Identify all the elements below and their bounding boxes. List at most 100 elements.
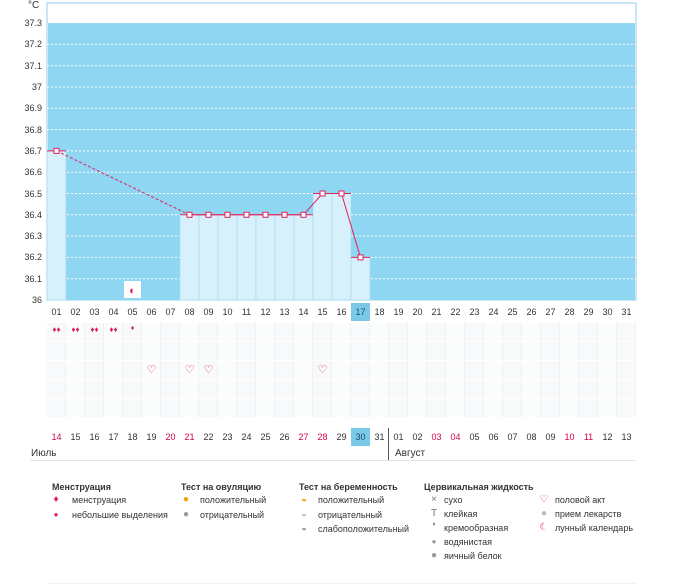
marker-cell[interactable] <box>294 342 313 360</box>
marker-cell[interactable] <box>66 342 85 360</box>
marker-cell[interactable] <box>617 380 636 398</box>
marker-cell[interactable] <box>313 380 332 398</box>
marker-cell[interactable] <box>389 342 408 360</box>
marker-cell[interactable] <box>579 361 598 379</box>
marker-cell[interactable] <box>332 399 351 417</box>
marker-cell[interactable] <box>503 361 522 379</box>
marker-cell[interactable] <box>560 342 579 360</box>
marker-cell[interactable] <box>522 399 541 417</box>
marker-cell[interactable] <box>218 361 237 379</box>
marker-cell[interactable] <box>370 342 389 360</box>
marker-cell[interactable] <box>161 342 180 360</box>
marker-cell[interactable] <box>541 380 560 398</box>
marker-cell[interactable] <box>104 399 123 417</box>
marker-cell[interactable] <box>199 380 218 398</box>
marker-cell[interactable] <box>598 361 617 379</box>
marker-cell[interactable] <box>237 361 256 379</box>
marker-cell[interactable] <box>161 399 180 417</box>
cycle-day[interactable]: 05 <box>127 307 138 317</box>
marker-cell[interactable] <box>313 399 332 417</box>
marker-cell[interactable] <box>123 399 142 417</box>
marker-cell[interactable] <box>503 342 522 360</box>
cycle-day[interactable]: 20 <box>412 307 423 317</box>
marker-cell[interactable] <box>427 361 446 379</box>
cycle-day[interactable]: 14 <box>298 307 309 317</box>
marker-cell[interactable] <box>370 380 389 398</box>
calendar-date[interactable]: 08 <box>526 432 537 442</box>
cycle-day[interactable]: 21 <box>431 307 442 317</box>
marker-cell[interactable] <box>294 323 313 341</box>
marker-cell[interactable] <box>503 399 522 417</box>
marker-cell[interactable] <box>66 323 85 341</box>
marker-cell[interactable] <box>275 342 294 360</box>
calendar-date[interactable]: 09 <box>545 432 556 442</box>
calendar-date[interactable]: 12 <box>602 432 613 442</box>
marker-cell[interactable] <box>465 323 484 341</box>
calendar-date[interactable]: 17 <box>108 432 119 442</box>
cycle-day[interactable]: 03 <box>89 307 100 317</box>
cycle-day[interactable]: 18 <box>374 307 385 317</box>
marker-cell[interactable] <box>465 399 484 417</box>
calendar-date[interactable]: 19 <box>146 432 157 442</box>
marker-cell[interactable] <box>313 342 332 360</box>
marker-cell[interactable] <box>541 361 560 379</box>
marker-cell[interactable] <box>484 342 503 360</box>
marker-cell[interactable] <box>408 342 427 360</box>
cycle-day[interactable]: 25 <box>507 307 518 317</box>
marker-cell[interactable] <box>294 380 313 398</box>
marker-cell[interactable] <box>370 323 389 341</box>
calendar-date[interactable]: 22 <box>203 432 214 442</box>
cycle-day[interactable]: 09 <box>203 307 214 317</box>
marker-cell[interactable] <box>123 361 142 379</box>
marker-cell[interactable] <box>351 323 370 341</box>
calendar-date[interactable]: 01 <box>393 432 404 442</box>
marker-cell[interactable] <box>332 361 351 379</box>
marker-cell[interactable] <box>47 380 66 398</box>
marker-cell[interactable] <box>161 380 180 398</box>
marker-cell[interactable] <box>560 399 579 417</box>
marker-cell[interactable] <box>427 323 446 341</box>
marker-cell[interactable] <box>313 323 332 341</box>
calendar-date[interactable]: 23 <box>222 432 233 442</box>
calendar-date[interactable]: 05 <box>469 432 480 442</box>
marker-cell[interactable] <box>446 399 465 417</box>
marker-cell[interactable] <box>237 342 256 360</box>
marker-cell[interactable] <box>446 323 465 341</box>
marker-cell[interactable] <box>85 361 104 379</box>
cycle-day[interactable]: 22 <box>450 307 461 317</box>
marker-cell[interactable] <box>294 361 313 379</box>
cycle-day[interactable]: 08 <box>184 307 195 317</box>
marker-cell[interactable] <box>465 342 484 360</box>
marker-cell[interactable] <box>85 323 104 341</box>
calendar-date[interactable]: 16 <box>89 432 100 442</box>
marker-cell[interactable] <box>180 323 199 341</box>
marker-cell[interactable] <box>256 399 275 417</box>
marker-cell[interactable] <box>389 399 408 417</box>
marker-cell[interactable] <box>47 323 66 341</box>
marker-cell[interactable] <box>142 323 161 341</box>
calendar-date[interactable]: 07 <box>507 432 518 442</box>
cycle-day[interactable]: 30 <box>602 307 613 317</box>
marker-cell[interactable] <box>275 380 294 398</box>
marker-cell[interactable] <box>579 323 598 341</box>
marker-cell[interactable] <box>104 361 123 379</box>
calendar-date[interactable]: 02 <box>412 432 423 442</box>
marker-cell[interactable] <box>541 342 560 360</box>
marker-cell[interactable] <box>351 399 370 417</box>
marker-cell[interactable] <box>560 323 579 341</box>
calendar-date[interactable]: 10 <box>564 432 575 442</box>
marker-cell[interactable] <box>427 380 446 398</box>
calendar-date[interactable]: 04 <box>450 432 461 442</box>
marker-cell[interactable] <box>199 399 218 417</box>
marker-cell[interactable] <box>465 380 484 398</box>
marker-cell[interactable] <box>161 323 180 341</box>
marker-cell[interactable] <box>180 380 199 398</box>
marker-cell[interactable] <box>66 399 85 417</box>
cycle-day[interactable]: 26 <box>526 307 537 317</box>
calendar-date[interactable]: 25 <box>260 432 271 442</box>
marker-cell[interactable] <box>237 323 256 341</box>
marker-cell[interactable] <box>370 399 389 417</box>
marker-cell[interactable] <box>427 399 446 417</box>
calendar-date[interactable]: 20 <box>165 432 176 442</box>
marker-cell[interactable] <box>85 342 104 360</box>
